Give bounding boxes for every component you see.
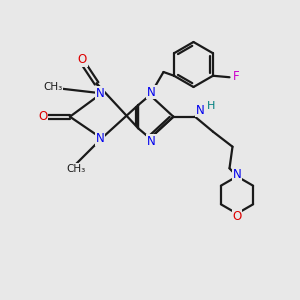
Text: N: N — [96, 132, 104, 145]
Text: H: H — [206, 101, 215, 111]
Text: CH₃: CH₃ — [43, 82, 62, 92]
Text: N: N — [232, 167, 242, 181]
Text: CH₃: CH₃ — [66, 164, 85, 174]
Text: O: O — [232, 209, 242, 223]
Text: F: F — [233, 70, 239, 83]
Text: N: N — [147, 85, 156, 99]
Text: N: N — [96, 87, 104, 100]
Text: N: N — [147, 135, 156, 148]
Text: N: N — [196, 103, 205, 117]
Text: O: O — [78, 53, 87, 66]
Text: O: O — [38, 110, 47, 123]
